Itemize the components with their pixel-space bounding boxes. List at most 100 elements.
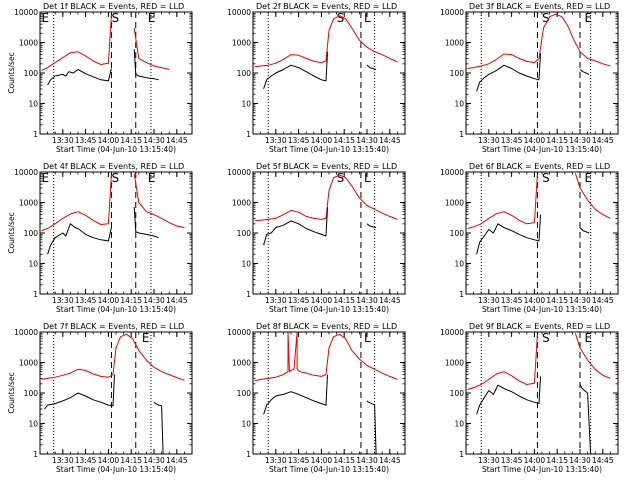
- y-tick-label: 1000: [232, 39, 251, 48]
- series-group: [41, 14, 170, 86]
- x-tick-label: 14:30: [143, 296, 165, 305]
- plot-frame: [39, 171, 193, 295]
- events-series-line: [579, 227, 590, 234]
- x-axis-label: Start Time (04-Jun-10 13:15:40): [269, 305, 389, 314]
- interval-marker-letter: E: [42, 171, 50, 185]
- y-tick-label: 10000: [14, 8, 38, 17]
- interval-marker-letter: E: [585, 171, 593, 185]
- y-tick-label: 1: [246, 290, 251, 299]
- x-tick-label: 14:45: [592, 296, 614, 305]
- chart-title: Det 3f BLACK = Events, RED = LLD: [469, 2, 610, 11]
- x-tick-label: 14:15: [120, 136, 142, 145]
- x-tick-label: 14:15: [546, 296, 568, 305]
- y-tick-label: 100: [450, 389, 465, 398]
- x-tick-label: 14:15: [546, 456, 568, 465]
- y-tick-label: 1: [459, 290, 464, 299]
- chart-title: Det 4f BLACK = Events, RED = LLD: [43, 162, 184, 171]
- x-tick-label: 13:45: [75, 136, 97, 145]
- x-tick-label: 14:00: [311, 296, 333, 305]
- y-tick-label: 10: [454, 260, 464, 269]
- y-tick-label: 1: [459, 130, 464, 139]
- y-tick-label: 100: [237, 229, 252, 238]
- y-tick-label: 1: [33, 450, 38, 459]
- x-axis-label: Start Time (04-Jun-10 13:15:40): [482, 145, 602, 154]
- x-tick-label: 14:00: [524, 296, 546, 305]
- lld-series-line: [254, 15, 398, 68]
- y-tick-label: 1000: [445, 199, 464, 208]
- chart-panel-6: Det 6f BLACK = Events, RED = LLD 1 10 100 10…: [440, 162, 619, 314]
- chart-panel-7: Det 7f BLACK = Events, RED = LLD 1 10 100 10…: [7, 322, 193, 474]
- x-tick-label: 14:45: [592, 456, 614, 465]
- events-series-line: [476, 376, 541, 415]
- y-tick-label: 100: [237, 69, 252, 78]
- events-series-line: [366, 400, 377, 454]
- y-tick-label: 100: [24, 229, 39, 238]
- y-tick-label: 1000: [19, 39, 38, 48]
- x-tick-label: 14:45: [379, 456, 401, 465]
- x-tick-label: 14:00: [311, 136, 333, 145]
- chart-title: Det 9f BLACK = Events, RED = LLD: [469, 322, 610, 331]
- x-tick-label: 14:45: [166, 296, 188, 305]
- x-tick-label: 13:45: [288, 456, 310, 465]
- y-tick-label: 100: [24, 389, 39, 398]
- y-tick-label: 100: [450, 229, 465, 238]
- x-tick-label: 13:45: [75, 456, 97, 465]
- y-tick-label: 10000: [440, 8, 464, 17]
- chart-panel-9: Det 9f BLACK = Events, RED = LLD 1 10 100 10…: [440, 322, 619, 474]
- interval-marker-letter: E: [585, 331, 593, 345]
- lld-series-line: [467, 334, 538, 390]
- events-series-line: [476, 214, 541, 255]
- x-tick-label: 14:45: [379, 296, 401, 305]
- x-tick-label: 14:30: [569, 136, 591, 145]
- x-tick-label: 14:15: [333, 296, 355, 305]
- series-group: [41, 333, 185, 454]
- interval-marker-letter: E: [142, 331, 150, 345]
- x-tick-label: 14:45: [166, 136, 188, 145]
- chart-panel-1: Det 1f BLACK = Events, RED = LLD 1 10 100 10…: [7, 2, 193, 154]
- chart-panel-2: Det 2f BLACK = Events, RED = LLD 1 10 100 10…: [227, 2, 406, 154]
- events-series-line: [153, 401, 164, 454]
- y-tick-label: 1000: [445, 39, 464, 48]
- events-series-line: [263, 374, 328, 415]
- chart-panel-5: Det 5f BLACK = Events, RED = LLD 1 10 100 10…: [227, 162, 406, 314]
- x-tick-label: 13:45: [501, 456, 523, 465]
- x-tick-label: 13:30: [265, 296, 287, 305]
- chart-panel-8: Det 8f BLACK = Events, RED = LLD 1 10 100 10…: [227, 322, 406, 474]
- lld-series-line: [254, 174, 398, 222]
- plot-frame: [39, 11, 193, 135]
- x-tick-label: 14:15: [120, 456, 142, 465]
- interval-marker-letter: S: [337, 11, 345, 25]
- lld-series-line: [574, 173, 611, 219]
- lld-series-line: [574, 333, 611, 379]
- chart-panel-3: Det 3f BLACK = Events, RED = LLD 1 10 100 10…: [440, 2, 619, 154]
- events-series-line: [47, 68, 112, 86]
- x-tick-label: 14:00: [98, 136, 120, 145]
- events-series-line: [366, 223, 377, 229]
- chart-title: Det 8f BLACK = Events, RED = LLD: [256, 322, 397, 331]
- lld-series-line: [467, 174, 538, 229]
- y-tick-label: 1000: [445, 359, 464, 368]
- interval-marker-letter: S: [111, 171, 119, 185]
- y-tick-label: 1000: [19, 359, 38, 368]
- lld-series-line: [254, 332, 398, 382]
- events-series-line: [133, 207, 159, 239]
- plot-frame: [465, 171, 619, 295]
- y-tick-label: 10: [28, 260, 38, 269]
- x-tick-label: 14:00: [524, 456, 546, 465]
- events-series-line: [476, 53, 541, 92]
- interval-marker-letter: E: [585, 11, 593, 25]
- events-series-line: [579, 69, 590, 75]
- plot-frame: [252, 11, 406, 135]
- x-tick-label: 14:15: [333, 456, 355, 465]
- events-series-line: [263, 51, 328, 90]
- y-tick-label: 10: [241, 420, 251, 429]
- y-tick-label: 100: [450, 69, 465, 78]
- y-tick-label: 100: [237, 389, 252, 398]
- x-tick-label: 14:15: [546, 136, 568, 145]
- y-tick-label: 1: [33, 130, 38, 139]
- x-axis-label: Start Time (04-Jun-10 13:15:40): [482, 465, 602, 474]
- plot-frame: [465, 11, 619, 135]
- series-group: [254, 332, 398, 454]
- plot-frame: [39, 331, 193, 455]
- x-axis-label: Start Time (04-Jun-10 13:15:40): [56, 465, 176, 474]
